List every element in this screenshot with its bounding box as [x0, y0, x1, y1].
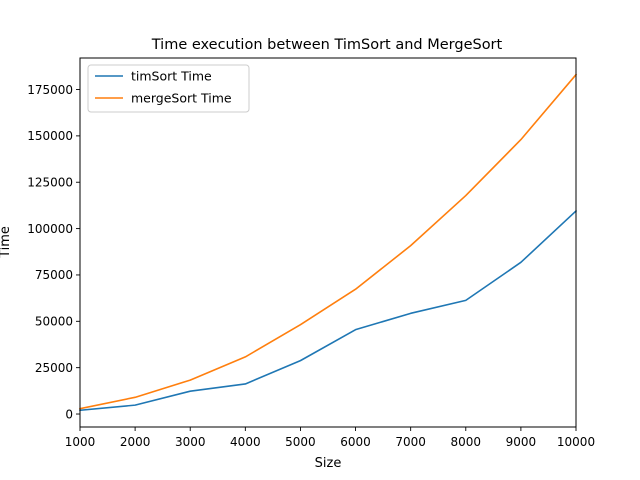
x-axis-label: Size [315, 456, 342, 471]
x-tick-label: 1000 [65, 435, 96, 449]
x-tick-label: 3000 [175, 435, 206, 449]
x-tick-label: 9000 [506, 435, 537, 449]
y-tick-label: 150000 [27, 129, 73, 143]
y-tick-label: 0 [65, 407, 73, 421]
chart-title: Time execution between TimSort and Merge… [151, 37, 503, 53]
x-tick-label: 6000 [340, 435, 371, 449]
y-tick-label: 175000 [27, 83, 73, 97]
y-tick-label: 25000 [35, 361, 73, 375]
plot-area [79, 73, 578, 412]
y-axis: 0 25000 50000 75000 100000 125000 150000 175000 [27, 83, 80, 421]
x-tick-label: 10000 [557, 435, 595, 449]
x-tick-label: 8000 [451, 435, 482, 449]
axes-frame [79, 57, 577, 428]
series-line-1 [79, 73, 578, 410]
x-tick-label: 7000 [395, 435, 426, 449]
legend-box [87, 64, 250, 113]
x-tick-label: 2000 [120, 435, 151, 449]
y-tick-label: 75000 [35, 268, 73, 282]
y-tick-label: 100000 [27, 222, 73, 236]
legend-label-1: mergeSort Time [131, 91, 232, 106]
y-tick-label: 125000 [27, 176, 73, 190]
x-tick-label: 4000 [230, 435, 261, 449]
legend-label-0: timSort Time [131, 69, 212, 84]
series-line-0 [79, 209, 578, 412]
x-axis: 1000 2000 3000 4000 5000 6000 7000 8000 9000 1000… [65, 427, 595, 449]
legend: timSort Time mergeSort Time [87, 64, 250, 113]
y-axis-label: Time [0, 226, 13, 259]
x-tick-label: 5000 [285, 435, 316, 449]
y-tick-label: 50000 [35, 315, 73, 329]
